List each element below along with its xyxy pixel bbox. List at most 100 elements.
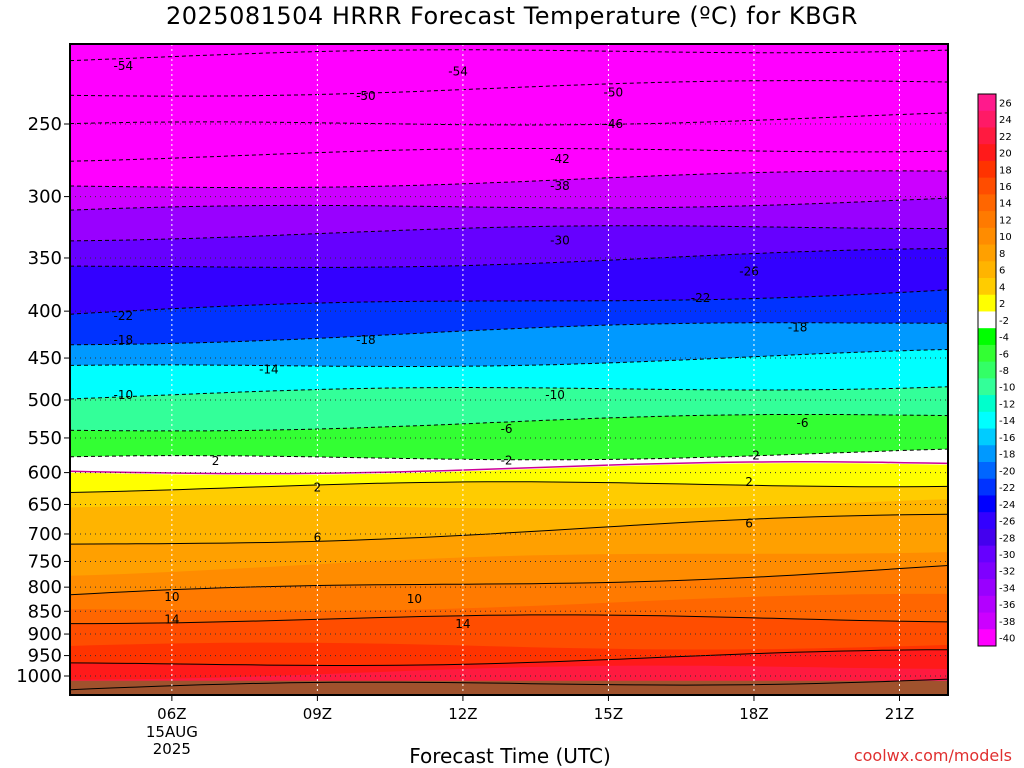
y-tick-label: 900 <box>28 624 62 645</box>
colorbar-swatch <box>978 127 996 145</box>
contour-label: -18 <box>114 333 134 347</box>
colorbar-swatch <box>978 428 996 446</box>
colorbar-label: 26 <box>999 98 1012 109</box>
colorbar-label: -40 <box>999 634 1015 645</box>
x-tick-label: 18Z <box>739 705 768 723</box>
colorbar-swatch <box>978 528 996 547</box>
contour-label: -54 <box>448 64 468 78</box>
contour-label: 6 <box>314 530 322 544</box>
colorbar-swatch <box>978 462 996 480</box>
colorbar-swatch <box>978 194 996 212</box>
colorbar-swatch <box>978 595 996 614</box>
isotherm-line <box>70 197 948 211</box>
colorbar-frame <box>977 93 997 647</box>
colorbar-label: -12 <box>999 399 1015 410</box>
contour-label: 10 <box>407 592 422 606</box>
isotherm-line <box>70 481 948 493</box>
y-tick-label: 550 <box>28 428 62 449</box>
colorbar-label: 10 <box>999 232 1012 243</box>
contour-label: -46 <box>603 117 623 131</box>
contour-label: -6 <box>796 416 808 430</box>
colorbar-label: 18 <box>999 165 1012 176</box>
x-axis-label: Forecast Time (UTC) <box>409 744 611 768</box>
y-tick-label: 850 <box>28 601 62 622</box>
contour-label: -30 <box>550 234 570 248</box>
isotherm-line <box>70 247 948 268</box>
contour-label: -50 <box>603 86 623 100</box>
colorbar-label: -28 <box>999 533 1015 544</box>
colorbar-swatch <box>978 612 996 630</box>
isotherm-contours <box>70 49 948 691</box>
x-tick-label: 09Z <box>303 705 332 723</box>
contour-label: -18 <box>356 333 376 347</box>
colorbar-swatch <box>978 144 996 162</box>
colorbar-label: -36 <box>999 600 1015 611</box>
colorbar-label: 20 <box>999 149 1012 160</box>
colorbar-label: -18 <box>999 450 1015 461</box>
contour-label: -2 <box>748 449 760 463</box>
isotherm-line <box>70 386 948 400</box>
y-tick-label: 500 <box>28 390 62 411</box>
x-tick-label: 06Z <box>157 705 186 723</box>
x-tick-label: 15Z <box>594 705 623 723</box>
plot-frame <box>69 43 949 696</box>
y-tick-label: 450 <box>28 348 62 369</box>
contour-label: -54 <box>114 59 134 73</box>
isotherm-line <box>70 513 948 545</box>
y-tick-label: 650 <box>28 494 62 515</box>
colorbar-label: -30 <box>999 550 1015 561</box>
contour-label: -26 <box>739 264 759 278</box>
y-tick-label: 750 <box>28 551 62 572</box>
ground-terrain <box>70 680 948 695</box>
y-tick-label: 950 <box>28 646 62 667</box>
colorbar-label: 24 <box>999 115 1012 126</box>
colorbar-swatch <box>978 244 996 262</box>
y-tick-label: 300 <box>28 187 62 208</box>
contour-label: -6 <box>501 422 513 436</box>
contour-label: -22 <box>114 309 134 323</box>
contour-labels: -54 -54-50 -50-46-42-38-30-26-22-22-18 -18-… <box>114 59 809 631</box>
colorbar-swatch <box>978 211 996 229</box>
y-tick-label: 1000 <box>16 666 62 687</box>
isotherm-line <box>70 414 948 432</box>
colorbar-label: -16 <box>999 433 1015 444</box>
contour-label: -22 <box>691 291 711 305</box>
colorbar-swatch <box>978 361 996 379</box>
colorbar-swatch <box>978 278 996 296</box>
contour-label: -42 <box>550 152 570 166</box>
y-tick-label: 600 <box>28 463 62 484</box>
credit-link[interactable]: coolwx.com/models <box>853 746 1012 765</box>
colorbar-label: -34 <box>999 583 1015 594</box>
contour-label: -14 <box>259 362 279 376</box>
chart-title: 2025081504 HRRR Forecast Temperature (ºC… <box>166 2 858 30</box>
colorbar-label: 12 <box>999 215 1012 226</box>
colorbar-label: 4 <box>999 282 1005 293</box>
colorbar-swatch <box>978 261 996 279</box>
isotherm-line <box>70 448 948 461</box>
colorbar-label: -10 <box>999 383 1015 394</box>
colorbar-label: -32 <box>999 567 1015 578</box>
contour-label: 6 <box>745 517 753 531</box>
colorbar-label: -8 <box>999 366 1009 377</box>
isotherm-line <box>70 49 948 62</box>
colorbar-swatch <box>978 311 996 329</box>
colorbar-swatch <box>978 478 996 496</box>
colorbar-label: -26 <box>999 517 1015 528</box>
contour-label: -10 <box>114 388 134 402</box>
x-tick-label: 21Z <box>885 705 914 723</box>
colorbar-swatch <box>978 328 996 346</box>
colorbar-swatch <box>978 294 996 312</box>
x-tick-label: 12Z <box>448 705 477 723</box>
contour-label: 14 <box>455 617 470 631</box>
y-tick-label: 700 <box>28 524 62 545</box>
colorbar-label: -24 <box>999 500 1015 511</box>
colorbar-label: -6 <box>999 349 1009 360</box>
freezing-line <box>70 461 948 475</box>
isotherm-line <box>70 649 948 666</box>
colorbar-swatch <box>978 177 996 195</box>
colorbar-label: 22 <box>999 132 1012 143</box>
contour-label: -50 <box>356 89 376 103</box>
y-axis: 2503003504004505005506006507007508008509… <box>16 114 70 687</box>
isotherm-line <box>70 112 948 126</box>
